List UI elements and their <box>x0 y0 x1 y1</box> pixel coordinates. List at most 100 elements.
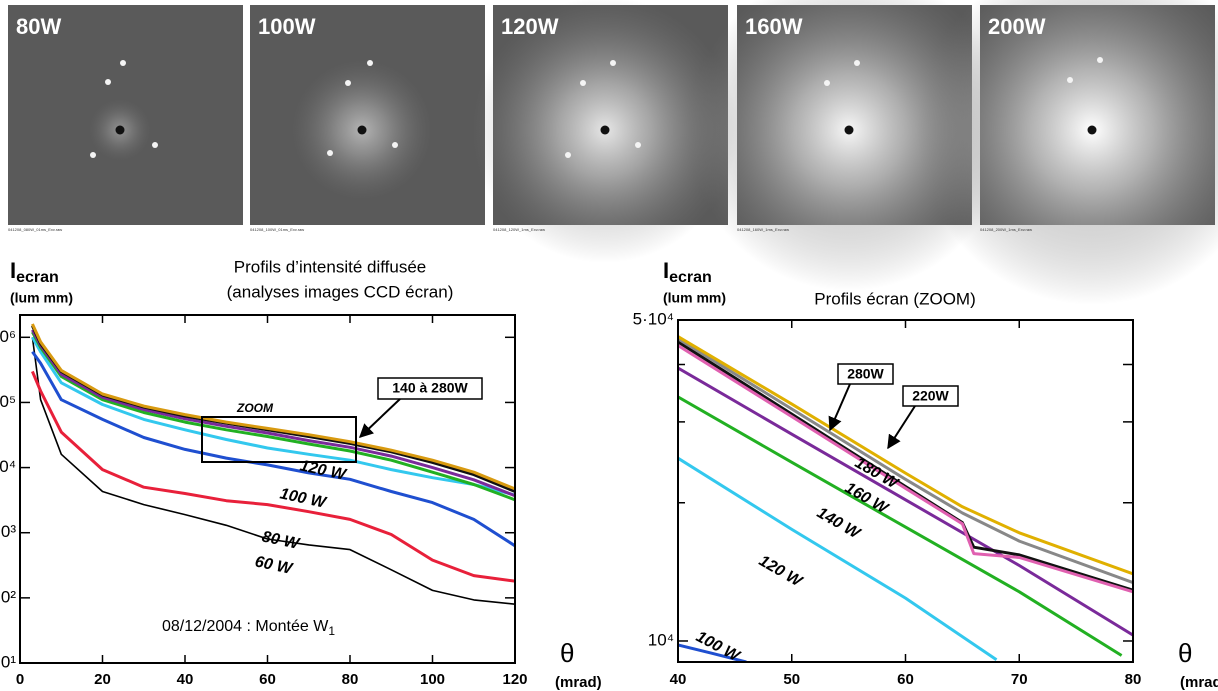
image-caption: 041208_100W_01ms_Exv.raw <box>250 227 304 232</box>
spot <box>824 80 830 86</box>
series-line <box>31 329 515 498</box>
y-tick-label: 10³ <box>0 522 16 541</box>
spot <box>367 60 373 66</box>
y-axis-label: Iecran <box>10 258 59 286</box>
glow <box>917 0 1218 305</box>
chart-title: Profils d’intensité diffusée <box>234 257 426 276</box>
y-tick-label: 10⁶ <box>0 327 16 346</box>
series-label: 100 W <box>693 628 743 666</box>
y-axis-label: Iecran <box>663 258 712 286</box>
series-label: 60 W <box>253 553 295 578</box>
x-tick-label: 60 <box>897 671 914 688</box>
series-line <box>678 456 998 662</box>
series-label: 120 W <box>756 552 806 591</box>
image-caption: 041208_120W_1ms_Exv.raw <box>493 227 545 232</box>
x-tick-label: 40 <box>670 671 687 688</box>
x-tick-label: 120 <box>502 671 527 688</box>
x-unit: (mrad) <box>1180 674 1218 691</box>
spot <box>345 80 351 86</box>
spot <box>565 152 571 158</box>
x-axis-label: θ <box>560 638 574 668</box>
y-label-main: I <box>663 258 669 283</box>
y-label-main: I <box>10 258 16 283</box>
series-line <box>678 643 747 662</box>
x-tick-label: 80 <box>1125 671 1142 688</box>
y-tick-label: 10⁴ <box>648 630 674 649</box>
spot <box>90 152 96 158</box>
series-line <box>678 344 1133 594</box>
beam-stop <box>1087 125 1097 135</box>
group-arrow <box>358 398 401 438</box>
x-unit: (mrad) <box>555 674 602 691</box>
spot <box>120 60 126 66</box>
y-tick-label: 5·10⁴ <box>633 309 674 328</box>
x-tick-label: 100 <box>420 671 445 688</box>
spot <box>610 60 616 66</box>
series-line <box>31 331 515 502</box>
x-tick-label: 80 <box>342 671 359 688</box>
series-label: 80 W <box>260 528 302 553</box>
series-line <box>678 337 1133 585</box>
x-axis-label: θ <box>1178 638 1192 668</box>
x-tick-label: 70 <box>1011 671 1028 688</box>
label-arrow <box>828 383 851 432</box>
image-caption: 041208_160W_1ms_Exv.raw <box>737 227 789 232</box>
spot <box>327 150 333 156</box>
panel-label: 160W <box>745 14 803 39</box>
group-label: 140 à 280W <box>392 380 468 396</box>
beam-stop <box>844 125 854 135</box>
panel-label: 80W <box>16 14 61 39</box>
panel-label: 100W <box>258 14 316 39</box>
y-label-sub: ecran <box>669 269 712 286</box>
series-line <box>678 335 1133 576</box>
label-box <box>837 363 894 385</box>
y-tick-label: 10¹ <box>0 652 16 671</box>
x-tick-label: 20 <box>94 671 111 688</box>
x-tick-label: 40 <box>177 671 194 688</box>
zoom-box <box>201 416 357 463</box>
series-line <box>31 323 515 491</box>
image-caption: 041208_200W_1ms_Exv.raw <box>980 227 1032 232</box>
series-line <box>31 337 515 605</box>
plot-frame <box>677 319 1134 663</box>
plot-area <box>678 335 1133 662</box>
x-tick-label: 0 <box>16 671 24 688</box>
chart-title: Profils écran (ZOOM) <box>814 289 976 308</box>
group-box <box>377 377 483 400</box>
spot <box>1097 57 1103 63</box>
image-caption: 041208_080W_01ms_Exv.raw <box>8 227 62 232</box>
series-line <box>31 336 515 497</box>
plot-frame <box>19 314 516 664</box>
spot <box>854 60 860 66</box>
label-box <box>902 385 959 407</box>
spot <box>635 142 641 148</box>
spot <box>580 80 586 86</box>
date-note: 08/12/2004 : Montée W1 <box>162 618 335 638</box>
series-label: 280W <box>847 366 884 382</box>
series-line <box>678 366 1133 637</box>
x-tick-label: 50 <box>783 671 800 688</box>
y-unit: (lum mm) <box>663 290 726 306</box>
x-tick-label: 60 <box>259 671 276 688</box>
beam-stop <box>600 125 610 135</box>
panel-label: 200W <box>988 14 1046 39</box>
y-label-sub: ecran <box>16 269 59 286</box>
spot <box>392 142 398 148</box>
spot <box>1067 77 1073 83</box>
y-tick-label: 10⁴ <box>0 457 16 476</box>
spot <box>105 79 111 85</box>
series-line <box>678 395 1123 657</box>
series-label: 140 W <box>814 504 864 543</box>
beam-stop <box>357 125 367 135</box>
note-main: 08/12/2004 : Montée W <box>162 618 329 635</box>
y-tick-label: 10⁵ <box>0 392 16 411</box>
chart-subtitle: (analyses images CCD écran) <box>227 282 454 301</box>
y-unit: (lum mm) <box>10 290 73 306</box>
series-line <box>31 370 515 583</box>
y-tick-label: 10² <box>0 587 16 606</box>
panel-label: 120W <box>501 14 559 39</box>
beam-stop <box>115 125 125 135</box>
series-label: 220W <box>912 388 949 404</box>
note-sub: 1 <box>328 624 335 638</box>
spot <box>152 142 158 148</box>
